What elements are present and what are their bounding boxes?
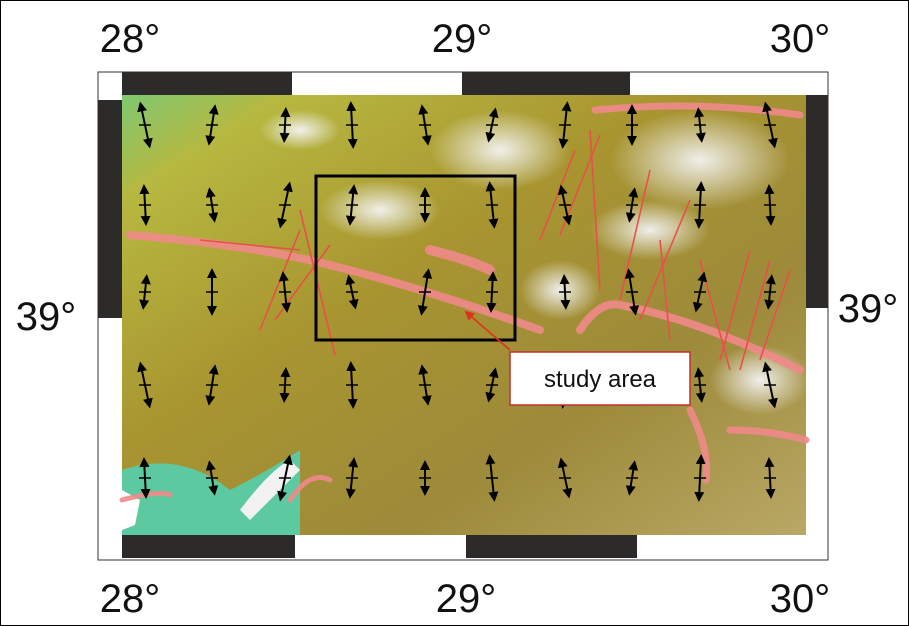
bottom-label: 29° [436,577,497,621]
bottom-label: 28° [100,577,161,621]
bottom-label: 30° [770,577,831,621]
top-label: 29° [432,17,493,61]
left-label: 39° [16,295,77,339]
right-label: 39° [838,287,899,331]
top-label: 30° [770,17,831,61]
annotation: study area [544,366,657,393]
top-label: 28° [100,17,161,61]
map-figure: study area 28° 29° 30° 28° 29° 30° 39° 3… [0,0,909,626]
